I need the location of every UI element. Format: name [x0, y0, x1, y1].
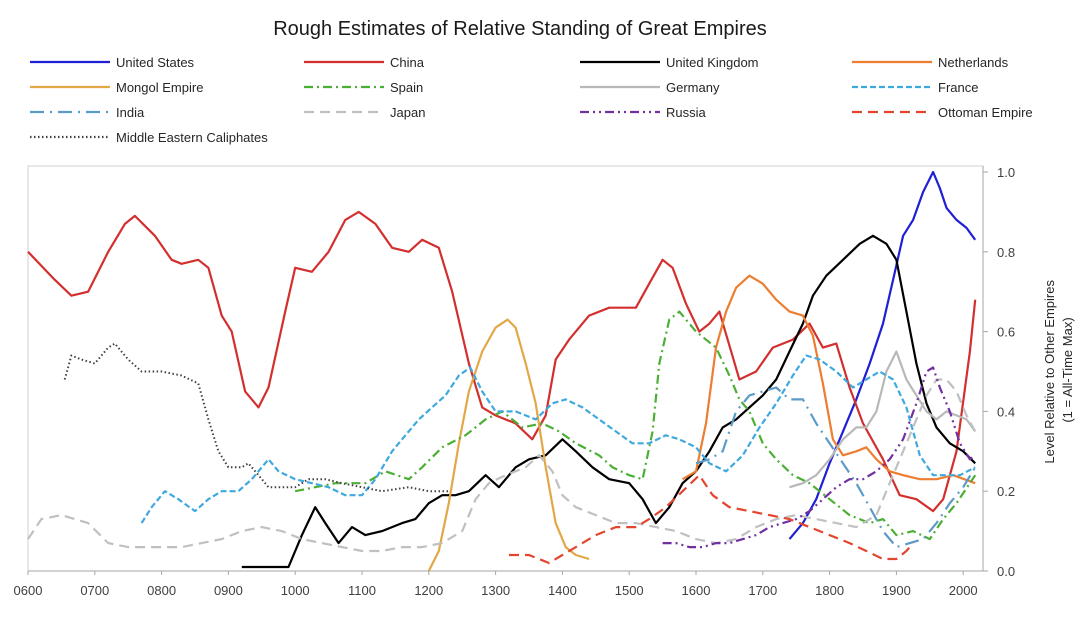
legend-item-middle-eastern-caliphates: Middle Eastern Caliphates — [28, 129, 268, 145]
y-tick-label: 0.6 — [997, 325, 1015, 340]
x-tick-label: 1000 — [281, 583, 310, 598]
y-tick-label: 0.2 — [997, 484, 1015, 499]
series-line-india — [695, 386, 977, 549]
legend-item-russia: Russia — [578, 104, 706, 120]
series-line-united-states — [788, 170, 977, 540]
legend-item-united-kingdom: United Kingdom — [578, 54, 759, 70]
x-tick-label: 1300 — [481, 583, 510, 598]
legend-item-france: France — [850, 79, 978, 95]
legend-swatch-middle-eastern-caliphates — [30, 135, 110, 139]
legend-swatch-united-states — [30, 60, 110, 64]
y-tick-label: 0.8 — [997, 245, 1015, 260]
legend-label: France — [938, 79, 979, 95]
legend-label: Middle Eastern Caliphates — [116, 129, 268, 145]
legend-label: United Kingdom — [666, 54, 759, 70]
legend-swatch-netherlands — [852, 60, 932, 64]
legend-swatch-germany — [580, 85, 660, 89]
x-tick-label: 1900 — [882, 583, 911, 598]
series-line-netherlands — [682, 274, 976, 485]
series-line-france — [140, 354, 976, 524]
x-tick-label: 1500 — [615, 583, 644, 598]
y-axis-label-line1: Level Relative to Other Empires — [1042, 280, 1057, 464]
legend-item-united-states: United States — [28, 54, 194, 70]
legend-item-spain: Spain — [302, 79, 423, 95]
y-tick-label: 0.0 — [997, 564, 1015, 579]
legend-item-india: India — [28, 104, 144, 120]
legend-label: Ottoman Empire — [938, 104, 1033, 120]
x-tick-label: 0600 — [14, 583, 43, 598]
series-line-middle-eastern-caliphates — [63, 342, 449, 493]
legend-label: Netherlands — [938, 54, 1009, 70]
legend-label: India — [116, 104, 145, 120]
y-tick-label: 1.0 — [997, 165, 1015, 180]
legend-swatch-china — [304, 60, 384, 64]
x-tick-label: 1700 — [748, 583, 777, 598]
series-line-united-kingdom — [241, 234, 976, 569]
x-tick-label: 1400 — [548, 583, 577, 598]
x-tick-label: 1200 — [414, 583, 443, 598]
legend-item-mongol-empire: Mongol Empire — [28, 79, 203, 95]
legend-item-china: China — [302, 54, 424, 70]
legend-item-japan: Japan — [302, 104, 425, 120]
legend-label: United States — [116, 54, 195, 70]
x-tick-label: 2000 — [949, 583, 978, 598]
series-line-germany — [789, 350, 977, 489]
legend-label: Germany — [666, 79, 720, 95]
legend-swatch-japan — [304, 110, 384, 114]
y-axis-label-line2: (1 = All-Time Max) — [1060, 317, 1075, 422]
legend-label: Spain — [390, 79, 424, 95]
x-tick-label: 0700 — [80, 583, 109, 598]
legend-swatch-mongol-empire — [30, 85, 110, 89]
legend-swatch-france — [852, 85, 932, 89]
legend-item-netherlands: Netherlands — [850, 54, 1008, 70]
legend-swatch-india — [30, 110, 110, 114]
series-line-mongol-empire — [427, 318, 590, 572]
legend-label: Japan — [390, 104, 426, 120]
series-line-russia — [662, 366, 976, 549]
x-tick-label: 0900 — [214, 583, 243, 598]
series-line-spain — [294, 310, 977, 541]
series-line-china — [27, 210, 977, 513]
legend-swatch-russia — [580, 110, 660, 114]
x-tick-label: 0800 — [147, 583, 176, 598]
legend-swatch-ottoman-empire — [852, 110, 932, 114]
legend-label: Mongol Empire — [116, 79, 204, 95]
series-line-ottoman-empire — [509, 474, 914, 565]
x-tick-label: 1600 — [682, 583, 711, 598]
legend-label: Russia — [666, 104, 706, 120]
x-tick-label: 1100 — [348, 583, 376, 598]
x-tick-label: 1800 — [815, 583, 844, 598]
plot-area-border — [27, 165, 984, 572]
chart-title: Rough Estimates of Relative Standing of … — [273, 18, 767, 40]
legend-item-ottoman-empire: Ottoman Empire — [850, 104, 1033, 120]
legend-swatch-spain — [304, 85, 384, 89]
legend-item-germany: Germany — [578, 79, 719, 95]
series-line-japan — [27, 378, 977, 553]
legend-label: China — [390, 54, 424, 70]
y-axis-label: Level Relative to Other Empires (1 = All… — [1042, 276, 1075, 463]
legend-swatch-united-kingdom — [580, 60, 660, 64]
y-tick-label: 0.4 — [997, 404, 1015, 419]
